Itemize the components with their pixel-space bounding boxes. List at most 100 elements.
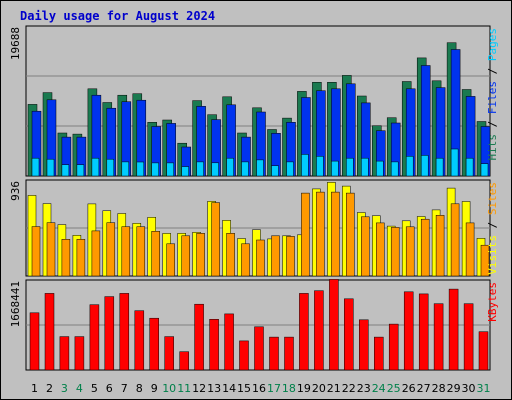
x-tick-label: 18 (282, 382, 296, 395)
x-tick-label: 17 (267, 382, 281, 395)
bar-pages-11 (181, 166, 189, 177)
bar-pages-16 (256, 159, 264, 177)
bar-sites-28 (435, 215, 445, 277)
bar-kbytes-19 (299, 293, 309, 371)
legend-separator: / (486, 215, 499, 235)
bar-pages-13 (211, 162, 219, 177)
legend-0: Hits / Files / Pages (486, 28, 499, 161)
bar-sites-5 (91, 230, 101, 277)
bar-kbytes-24 (374, 336, 384, 371)
bar-sites-18 (286, 236, 295, 277)
bar-pages-18 (286, 161, 294, 177)
legend-entry-pages: Pages (486, 28, 499, 61)
bar-pages-4 (76, 164, 85, 177)
y-tick-label: 19688 (9, 27, 22, 60)
x-tick-label: 29 (447, 382, 461, 395)
bar-kbytes-16 (254, 326, 264, 371)
bar-kbytes-8 (134, 310, 145, 371)
bar-kbytes-12 (194, 303, 204, 371)
bar-sites-8 (136, 226, 146, 277)
bar-pages-5 (91, 157, 100, 177)
legend-entry-sites: Sites (486, 182, 499, 215)
x-tick-label: 2 (46, 382, 53, 395)
x-tick-label: 6 (106, 382, 113, 395)
bar-sites-1 (31, 226, 41, 277)
bar-kbytes-6 (104, 296, 115, 371)
bar-pages-20 (316, 156, 324, 177)
x-tick-label: 22 (342, 382, 356, 395)
bar-kbytes-18 (284, 336, 294, 371)
bar-kbytes-5 (89, 304, 100, 371)
bar-pages-9 (151, 162, 159, 177)
bar-sites-29 (450, 203, 460, 277)
bar-sites-15 (241, 243, 250, 277)
bar-sites-27 (420, 218, 430, 277)
bar-sites-22 (346, 192, 355, 277)
x-tick-label: 25 (387, 382, 401, 395)
legend-entry-kbytes: KBytes (486, 282, 499, 322)
bar-pages-15 (241, 161, 249, 177)
bar-kbytes-17 (269, 336, 279, 371)
bar-pages-10 (166, 162, 174, 177)
bar-sites-10 (166, 243, 175, 277)
x-tick-label: 24 (372, 382, 386, 395)
bar-kbytes-26 (403, 291, 414, 371)
bar-sites-13 (211, 202, 220, 277)
bar-sites-4 (76, 239, 86, 277)
bar-pages-24 (376, 160, 384, 177)
y-tick-label: 1668441 (9, 281, 22, 327)
bar-kbytes-27 (418, 293, 429, 371)
legend-2: KBytes (486, 282, 499, 322)
x-tick-label: 15 (237, 382, 251, 395)
bar-pages-22 (346, 157, 354, 177)
bar-kbytes-3 (59, 336, 70, 371)
bar-sites-19 (301, 192, 310, 277)
bar-pages-7 (121, 161, 130, 177)
bar-pages-1 (31, 157, 40, 177)
bar-sites-14 (226, 233, 235, 277)
bar-kbytes-1 (29, 312, 40, 371)
bar-sites-20 (316, 191, 325, 277)
x-tick-label: 16 (252, 382, 266, 395)
x-tick-label: 12 (192, 382, 206, 395)
bar-sites-21 (331, 191, 340, 277)
bar-kbytes-22 (344, 298, 354, 371)
legend-separator: / (486, 114, 499, 134)
bar-sites-31 (480, 244, 490, 277)
bar-pages-12 (196, 161, 204, 177)
bar-kbytes-10 (164, 336, 174, 371)
x-tick-label: 1 (31, 382, 38, 395)
x-tick-label: 20 (312, 382, 326, 395)
bar-kbytes-9 (149, 317, 159, 371)
x-tick-label: 28 (432, 382, 446, 395)
bar-pages-2 (46, 158, 55, 177)
chart-title: Daily usage for August 2024 (20, 9, 216, 23)
bar-kbytes-29 (448, 288, 459, 371)
bar-kbytes-31 (478, 331, 489, 371)
bar-sites-17 (271, 235, 280, 277)
bar-kbytes-2 (44, 293, 55, 371)
legend-entry-files: Files (486, 81, 499, 114)
bar-kbytes-23 (359, 319, 369, 371)
bar-sites-24 (376, 222, 385, 277)
legend-separator: / (486, 61, 499, 81)
bar-kbytes-25 (388, 323, 399, 371)
x-tick-label: 11 (177, 382, 191, 395)
bar-pages-27 (420, 155, 429, 177)
bar-kbytes-7 (119, 293, 130, 371)
x-tick-label: 9 (151, 382, 158, 395)
bar-kbytes-28 (433, 303, 444, 371)
bar-sites-30 (465, 222, 475, 277)
x-tick-label: 19 (297, 382, 311, 395)
legend-entry-visits: Visits (486, 235, 499, 275)
bar-kbytes-11 (179, 351, 189, 371)
bar-kbytes-21 (329, 279, 339, 371)
bar-sites-23 (361, 216, 370, 277)
legend-entry-hits: Hits (486, 134, 499, 161)
bar-pages-14 (226, 157, 234, 177)
bar-sites-3 (61, 239, 71, 277)
bar-kbytes-14 (224, 313, 234, 371)
bar-sites-2 (46, 222, 56, 277)
bar-kbytes-13 (209, 319, 219, 371)
bar-sites-12 (196, 233, 205, 277)
